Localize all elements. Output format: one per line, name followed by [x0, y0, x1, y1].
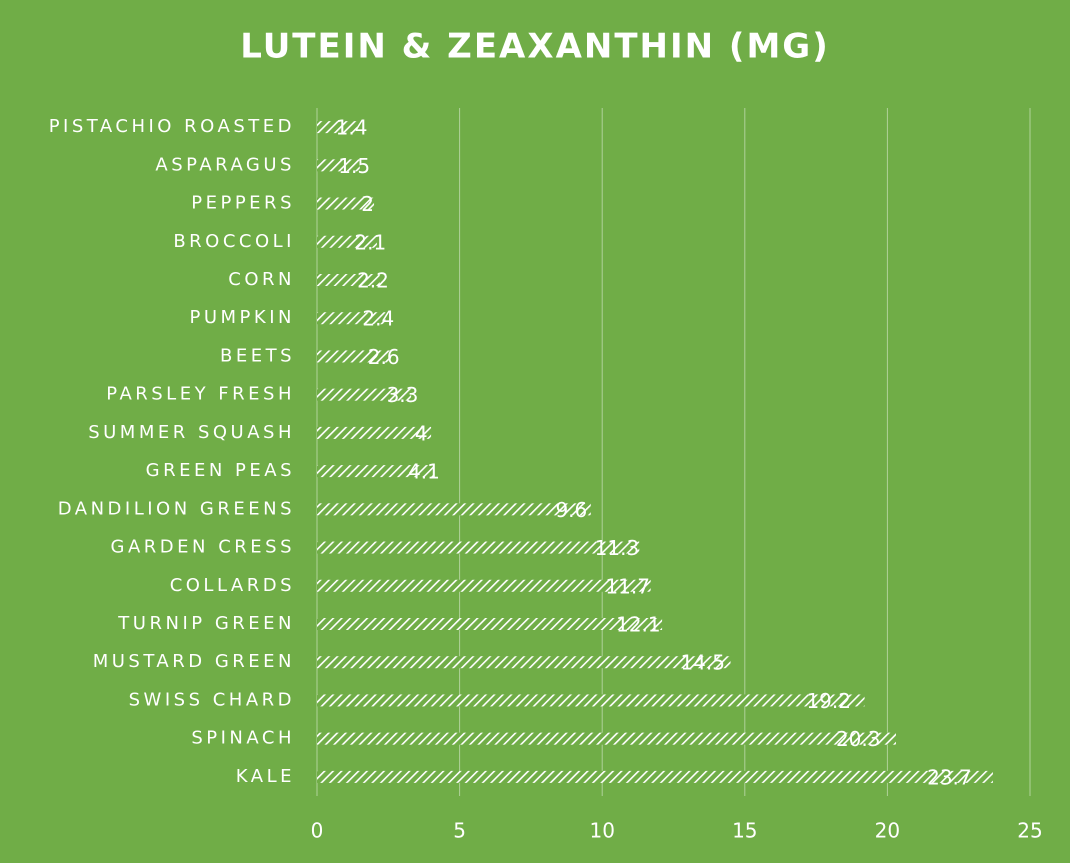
y-tick-label: BEETS — [220, 345, 295, 366]
y-tick-label: PARSLEY FRESH — [106, 384, 295, 405]
x-tick-label: 15 — [732, 819, 757, 843]
x-tick-label: 0 — [311, 819, 324, 843]
bar — [317, 656, 731, 669]
value-label: 1.5 — [338, 154, 370, 178]
chart-title: LUTEIN & ZEAXANTHIN (MG) — [240, 27, 830, 67]
x-tick-label: 20 — [875, 819, 900, 843]
bar — [317, 618, 663, 630]
y-tick-label: BROCCOLI — [173, 231, 295, 252]
value-label: 2.1 — [354, 230, 386, 254]
value-label: 23.7 — [927, 765, 972, 789]
value-label: 11.3 — [595, 536, 640, 560]
bar — [317, 541, 640, 554]
value-label: 4 — [415, 421, 428, 445]
y-tick-label: COLLARDS — [170, 575, 295, 596]
y-tick-label: SUMMER SQUASH — [88, 422, 295, 443]
y-tick-label: SWISS CHARD — [129, 689, 295, 710]
value-label: 19.2 — [806, 689, 851, 713]
y-tick-label: KALE — [236, 766, 295, 787]
bar — [317, 274, 380, 286]
bar — [317, 503, 591, 516]
value-label: 1.4 — [336, 116, 368, 140]
bar — [317, 770, 993, 783]
x-tick-label: 10 — [589, 819, 614, 843]
value-label: 20.3 — [836, 727, 881, 751]
value-label: 2.4 — [362, 307, 394, 331]
y-tick-label: PISTACHIO ROASTED — [49, 116, 295, 137]
x-tick-label: 25 — [1017, 819, 1042, 843]
value-label: 11.7 — [605, 574, 650, 598]
bar — [317, 426, 432, 439]
value-label: 2.2 — [357, 269, 389, 293]
y-tick-label: TURNIP GREEN — [117, 613, 295, 634]
x-tick-label: 5 — [453, 819, 466, 843]
bar — [317, 121, 357, 134]
y-tick-label: CORN — [228, 269, 295, 290]
y-tick-label: MUSTARD GREEN — [93, 651, 295, 672]
y-tick-label: DANDILION GREENS — [58, 498, 295, 519]
value-label: 12.1 — [616, 613, 661, 637]
bar — [317, 579, 651, 592]
value-label: 9.6 — [555, 498, 587, 522]
value-label: 2 — [361, 192, 374, 216]
value-label: 2.6 — [368, 345, 400, 369]
bar — [317, 197, 375, 210]
bar — [317, 465, 434, 478]
bar — [317, 159, 360, 172]
y-tick-label: PUMPKIN — [190, 307, 296, 328]
y-tick-label: PEPPERS — [191, 193, 295, 214]
bar — [317, 388, 412, 401]
y-tick-label: ASPARAGUS — [155, 154, 295, 175]
bar — [317, 732, 896, 745]
bar — [317, 235, 377, 248]
bar — [317, 350, 392, 363]
value-label: 4.1 — [408, 460, 440, 484]
y-tick-label: GREEN PEAS — [146, 460, 295, 481]
y-tick-label: GARDEN CRESS — [111, 537, 296, 558]
value-label: 3.3 — [387, 383, 419, 407]
y-tick-label: SPINACH — [191, 728, 295, 749]
bar — [317, 694, 865, 707]
bar — [317, 312, 386, 325]
value-label: 14.5 — [680, 651, 725, 675]
